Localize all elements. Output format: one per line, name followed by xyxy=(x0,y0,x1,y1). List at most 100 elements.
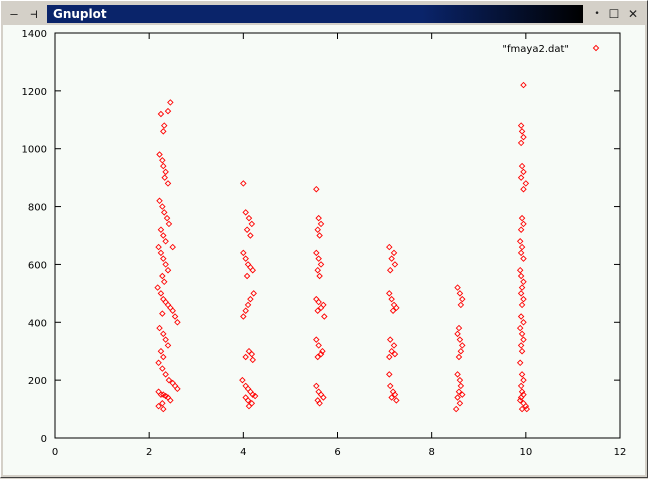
close-icon[interactable]: ✕ xyxy=(627,7,639,21)
plot-border xyxy=(54,32,621,439)
data-point xyxy=(520,376,527,384)
data-point xyxy=(388,295,395,303)
data-point xyxy=(520,336,527,343)
data-point xyxy=(242,307,249,314)
data-point xyxy=(317,220,325,228)
data-point xyxy=(244,385,252,393)
title-bar-active[interactable]: Gnuplot xyxy=(47,5,583,23)
minimize-icon[interactable]: — xyxy=(10,7,18,21)
data-point xyxy=(162,336,169,343)
x-tick-label: 10 xyxy=(519,447,532,458)
title-bar[interactable]: — ⊣ Gnuplot • ☐ ✕ xyxy=(3,3,645,25)
data-point xyxy=(174,385,181,393)
data-point xyxy=(518,162,526,170)
data-point xyxy=(160,162,167,170)
data-point xyxy=(518,301,526,309)
data-point xyxy=(317,350,325,358)
data-point xyxy=(157,347,165,355)
data-point xyxy=(317,261,325,268)
data-point xyxy=(162,371,169,378)
legend-label: "fmaya2.dat" xyxy=(502,44,569,55)
data-point xyxy=(520,319,527,326)
data-point xyxy=(162,168,169,176)
y-tick-label: 0 xyxy=(41,434,47,445)
data-point xyxy=(247,264,254,271)
y-tick-label: 800 xyxy=(28,203,47,214)
y-axis: 0 200 400 600 800 1000 1200 1400 xyxy=(22,29,620,445)
data-point xyxy=(160,278,168,286)
data-point xyxy=(239,376,246,384)
data-point xyxy=(163,214,171,222)
data-point xyxy=(157,249,165,257)
data-point xyxy=(174,319,181,326)
data-point xyxy=(457,301,465,309)
data-point xyxy=(386,266,394,274)
data-point xyxy=(320,301,327,309)
data-point xyxy=(517,342,525,349)
menu-dot-icon[interactable]: • xyxy=(594,9,600,19)
data-point xyxy=(459,391,466,398)
data-point xyxy=(319,347,326,355)
data-point xyxy=(388,347,395,355)
data-point xyxy=(516,238,524,245)
data-point xyxy=(516,324,524,332)
data-point xyxy=(315,342,322,349)
x-tick-label: 8 xyxy=(428,447,434,458)
data-point xyxy=(243,272,251,280)
pin-icon[interactable]: ⊣ xyxy=(30,7,38,21)
data-point xyxy=(517,249,525,257)
data-point xyxy=(456,336,464,343)
data-point xyxy=(160,232,167,239)
data-point xyxy=(169,307,176,314)
data-point xyxy=(520,295,527,303)
data-point xyxy=(518,214,526,222)
data-point xyxy=(313,295,320,303)
data-point xyxy=(520,278,527,286)
maximize-icon[interactable]: ☐ xyxy=(608,7,620,21)
y-tick-label: 1400 xyxy=(22,29,47,40)
data-point xyxy=(167,304,174,312)
data-point xyxy=(171,382,179,390)
data-point xyxy=(517,139,525,147)
data-point xyxy=(167,99,174,106)
data-point xyxy=(164,266,172,274)
data-point xyxy=(315,214,322,222)
data-point xyxy=(391,391,399,398)
x-axis: 0 2 4 6 8 10 12 xyxy=(52,33,626,458)
data-point xyxy=(169,243,176,251)
data-point xyxy=(520,255,527,262)
data-point xyxy=(240,313,247,320)
data-point xyxy=(247,232,254,239)
axes-frame xyxy=(54,32,621,439)
data-point xyxy=(315,298,322,306)
data-point xyxy=(390,301,398,309)
data-point xyxy=(251,392,259,400)
data-point xyxy=(249,266,256,274)
data-point xyxy=(518,347,526,355)
data-point xyxy=(244,397,252,404)
data-point xyxy=(316,400,323,407)
data-point xyxy=(523,405,531,413)
data-point xyxy=(159,400,166,407)
data-point xyxy=(517,394,525,401)
data-point xyxy=(240,249,247,257)
data-point xyxy=(517,290,525,297)
data-point xyxy=(242,394,249,401)
x-tick-label: 6 xyxy=(334,447,340,458)
data-point xyxy=(517,174,525,181)
data-point xyxy=(248,220,256,228)
data-point xyxy=(386,371,393,378)
data-point xyxy=(247,388,254,395)
x-tick-label: 0 xyxy=(52,447,58,458)
data-point xyxy=(160,330,167,338)
data-point xyxy=(321,313,328,320)
data-point xyxy=(156,324,163,332)
data-point xyxy=(245,214,253,222)
data-point xyxy=(388,394,395,401)
data-point xyxy=(159,203,166,210)
data-point xyxy=(165,376,173,384)
data-point xyxy=(157,391,165,398)
data-point xyxy=(517,382,525,390)
data-point xyxy=(155,243,162,251)
data-point xyxy=(391,261,399,268)
